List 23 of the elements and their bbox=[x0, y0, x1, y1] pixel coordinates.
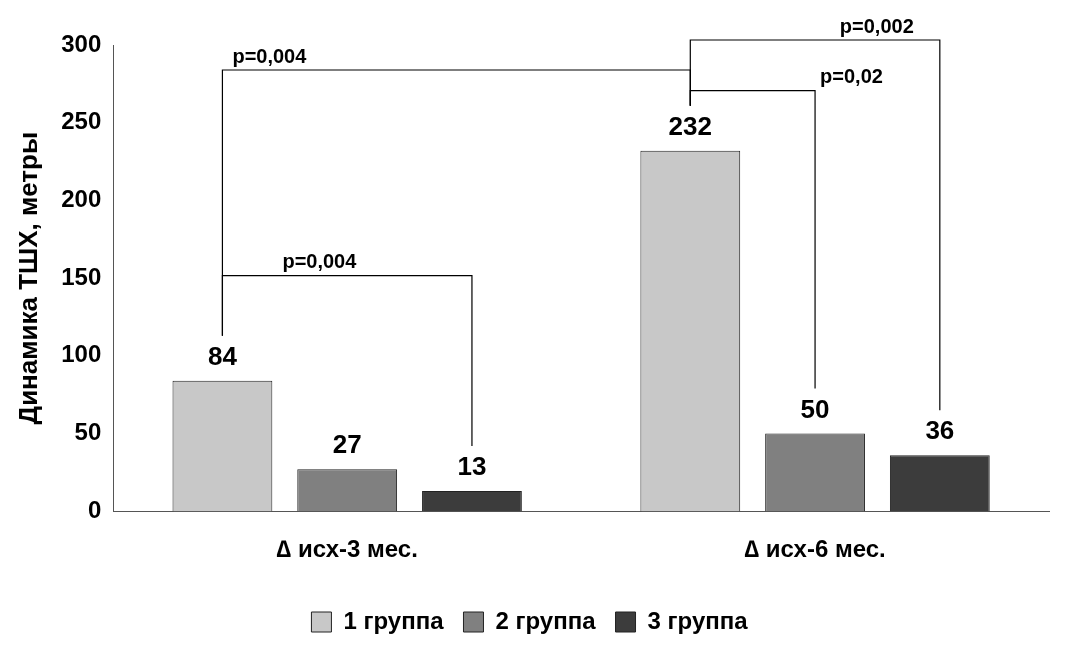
y-tick-label: 300 bbox=[61, 29, 102, 57]
y-tick-label: 250 bbox=[61, 107, 102, 135]
data-label: 27 bbox=[332, 429, 362, 460]
text: p=0,002 bbox=[839, 14, 914, 37]
data-label: 13 bbox=[457, 451, 487, 482]
y-axis-title: Динамика ТШХ, метры bbox=[12, 131, 43, 425]
y-tick-label: 150 bbox=[61, 262, 102, 290]
data-label: 84 bbox=[207, 340, 238, 371]
y-tick-label: 50 bbox=[74, 418, 102, 446]
annotation: p=0,004 bbox=[282, 250, 358, 273]
legend-label: 3 группа bbox=[647, 606, 749, 634]
annotation: p=0,02 bbox=[820, 65, 883, 88]
y-tick-label: 0 bbox=[87, 495, 102, 523]
data-label: 50 bbox=[800, 393, 830, 424]
y-tick-label: 100 bbox=[61, 340, 102, 368]
x-tick-label: ∆ исх-3 мес. bbox=[276, 535, 418, 563]
data-label: 36 bbox=[925, 415, 955, 446]
annotation: p=0,004 bbox=[232, 44, 308, 67]
legend-label: 2 группа bbox=[495, 606, 597, 634]
data-label: 232 bbox=[668, 110, 712, 141]
x-tick-label: ∆ исх-6 мес. bbox=[744, 535, 886, 563]
legend-label: 1 группа bbox=[343, 606, 445, 634]
y-tick-label: 200 bbox=[61, 185, 102, 213]
